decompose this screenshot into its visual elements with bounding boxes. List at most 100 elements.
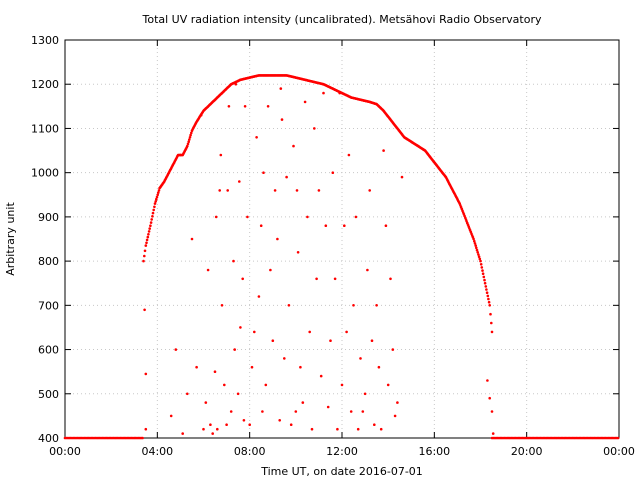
envelope-point bbox=[478, 257, 482, 261]
scatter-point bbox=[366, 268, 369, 272]
scatter-point bbox=[218, 189, 221, 192]
scatter-point bbox=[490, 410, 494, 413]
x-tick-label: 00:00 bbox=[603, 445, 635, 458]
scatter-point bbox=[213, 370, 217, 374]
envelope-point bbox=[186, 142, 190, 146]
scatter-point bbox=[264, 383, 268, 387]
scatter-point bbox=[326, 405, 330, 409]
scatter-point bbox=[190, 237, 194, 241]
scatter-point bbox=[322, 91, 325, 95]
scatter-point bbox=[246, 215, 249, 219]
scatter-point bbox=[393, 414, 397, 418]
envelope-point bbox=[483, 281, 487, 285]
scatter-point bbox=[352, 304, 355, 307]
envelope-point bbox=[486, 294, 490, 298]
scatter-point bbox=[294, 410, 298, 413]
scatter-point bbox=[377, 365, 381, 369]
envelope-point bbox=[485, 291, 489, 295]
scatter-point bbox=[174, 348, 178, 351]
scatter-point bbox=[389, 277, 392, 281]
envelope-point bbox=[153, 205, 156, 209]
scatter-point bbox=[308, 330, 312, 334]
envelope-point bbox=[487, 297, 490, 301]
scatter-point bbox=[223, 383, 226, 387]
envelope-point bbox=[490, 330, 494, 334]
scatter-point bbox=[491, 432, 495, 435]
scatter-point bbox=[255, 136, 258, 139]
envelope-point bbox=[149, 221, 153, 224]
scatter-point bbox=[345, 330, 348, 334]
scatter-point bbox=[317, 189, 321, 192]
envelope-point bbox=[481, 272, 485, 276]
scatter-point bbox=[236, 392, 240, 396]
envelope-point bbox=[152, 208, 155, 212]
y-tick-label: 700 bbox=[38, 299, 59, 312]
scatter-point bbox=[391, 348, 395, 351]
scatter-point bbox=[292, 144, 295, 148]
scatter-point bbox=[226, 189, 229, 192]
scatter-point bbox=[239, 326, 242, 329]
plot-frame bbox=[64, 39, 620, 439]
envelope-point bbox=[148, 227, 151, 230]
envelope-point bbox=[149, 224, 152, 227]
scatter-point bbox=[319, 374, 323, 378]
x-tick-label: 12:00 bbox=[326, 445, 358, 458]
scatter-point bbox=[283, 357, 286, 360]
scatter-point bbox=[379, 427, 383, 431]
envelope-point bbox=[190, 131, 193, 135]
envelope-point bbox=[477, 255, 481, 258]
envelope-point bbox=[145, 238, 149, 242]
envelope-point bbox=[188, 138, 191, 141]
scatter-point bbox=[250, 365, 254, 369]
baseline-point bbox=[616, 436, 620, 440]
envelope-point bbox=[474, 244, 478, 247]
scatter-point bbox=[209, 423, 212, 427]
x-axis-label: Time UT, on date 2016-07-01 bbox=[260, 465, 423, 478]
y-tick-label: 800 bbox=[38, 255, 59, 268]
data-points bbox=[63, 74, 620, 440]
scatter-point bbox=[295, 189, 299, 192]
scatter-point bbox=[386, 383, 390, 387]
scatter-point bbox=[257, 295, 261, 298]
y-tick-label: 900 bbox=[38, 211, 59, 224]
envelope-point bbox=[475, 248, 479, 252]
envelope-point bbox=[479, 259, 482, 263]
scatter-point bbox=[216, 427, 219, 431]
scatter-point bbox=[202, 427, 205, 431]
scatter-point bbox=[310, 427, 314, 431]
chart-title: Total UV radiation intensity (uncalibrat… bbox=[142, 13, 542, 26]
envelope-point bbox=[489, 312, 492, 316]
envelope-point bbox=[143, 249, 147, 253]
scatter-point bbox=[279, 87, 283, 90]
scatter-point bbox=[306, 215, 309, 219]
scatter-point bbox=[241, 277, 244, 281]
scatter-point bbox=[340, 383, 344, 387]
scatter-point bbox=[243, 105, 247, 108]
scatter-point bbox=[262, 171, 265, 174]
scatter-point bbox=[359, 357, 362, 360]
y-tick-label: 1300 bbox=[31, 34, 59, 47]
envelope-point bbox=[485, 288, 488, 291]
scatter-point bbox=[144, 372, 148, 376]
scatter-point bbox=[280, 118, 284, 121]
scatter-point bbox=[233, 348, 236, 351]
envelope-point bbox=[153, 202, 157, 205]
scatter-point bbox=[375, 304, 378, 307]
scatter-point bbox=[276, 237, 279, 241]
scatter-point bbox=[285, 175, 288, 179]
y-tick-label: 1200 bbox=[31, 78, 59, 91]
envelope-point bbox=[144, 244, 148, 247]
envelope-point bbox=[481, 269, 484, 272]
x-tick-label: 00:00 bbox=[49, 445, 81, 458]
scatter-point bbox=[349, 410, 353, 413]
envelope-point bbox=[157, 191, 160, 194]
envelope-point bbox=[143, 254, 146, 258]
envelope-point bbox=[482, 275, 486, 279]
scatter-point bbox=[324, 224, 328, 227]
envelope-point bbox=[484, 285, 488, 288]
envelope-point bbox=[476, 251, 480, 254]
scatter-point bbox=[361, 410, 365, 413]
x-tick-label: 08:00 bbox=[234, 445, 266, 458]
scatter-point bbox=[373, 423, 376, 427]
